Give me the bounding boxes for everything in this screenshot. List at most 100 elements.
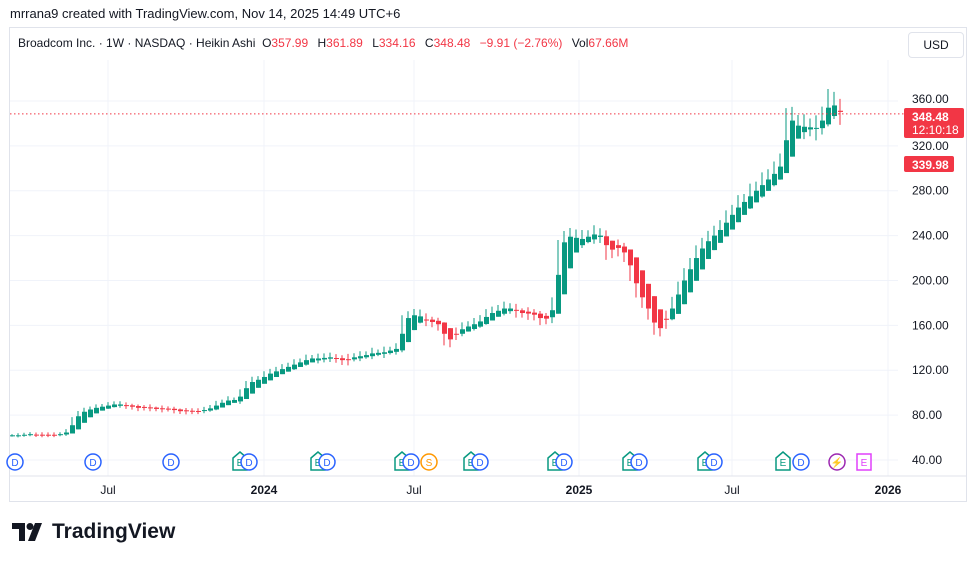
tradingview-logo[interactable]: TradingView (12, 520, 175, 544)
candle (568, 227, 573, 269)
split-marker-icon[interactable]: S (420, 453, 438, 471)
marker-shape (84, 453, 102, 471)
candle (388, 346, 393, 355)
candle-body (370, 353, 375, 357)
candle-body (412, 315, 417, 331)
candle (490, 306, 495, 321)
candle (274, 366, 279, 377)
candle-body (436, 320, 441, 325)
chart-frame (9, 27, 967, 502)
marker-shape (630, 453, 648, 471)
candle-body (544, 315, 549, 319)
open-label: O (262, 36, 272, 50)
candle-body (778, 166, 783, 180)
candle (196, 408, 201, 415)
candle-body (742, 201, 747, 215)
candle-body (766, 179, 771, 191)
dividend-marker-icon[interactable]: D (240, 453, 258, 471)
candle-body (310, 358, 315, 363)
candle-body (748, 196, 753, 209)
dividend-marker-icon[interactable]: D (6, 453, 24, 471)
marker-label: D (407, 458, 414, 469)
currency-button[interactable]: USD (908, 32, 964, 58)
candle (160, 405, 165, 413)
dividend-marker-icon[interactable]: D (792, 453, 810, 471)
candle-body (364, 355, 369, 358)
candle (544, 313, 549, 325)
marker-shape (240, 453, 258, 471)
marker-label: E (861, 458, 868, 469)
y-tick-label: 360.00 (912, 92, 949, 106)
dividend-marker-icon[interactable]: D (402, 453, 420, 471)
candle (88, 406, 93, 418)
symbol-info[interactable]: Broadcom Inc. · 1W · NASDAQ · Heikin Ash… (18, 36, 256, 50)
candle-body (280, 369, 285, 375)
candle-body (610, 240, 615, 250)
marker-label: S (426, 458, 433, 469)
candle (112, 401, 117, 408)
candle (526, 307, 531, 320)
change-value: −9.91 (−2.76%) (479, 36, 563, 50)
dividend-marker-icon[interactable]: D (84, 453, 102, 471)
candle-body (22, 434, 27, 436)
dividend-marker-icon[interactable]: D (471, 453, 489, 471)
dividend-marker-icon[interactable]: D (162, 453, 180, 471)
candle (496, 304, 501, 317)
candle-body (532, 312, 537, 315)
candle (652, 296, 657, 335)
candle-body (190, 410, 195, 412)
candle (142, 405, 147, 411)
candle-body (460, 329, 465, 334)
candle (304, 354, 309, 366)
candle (52, 432, 57, 438)
marker-label: E (468, 458, 475, 469)
candle (316, 353, 321, 364)
candle-body (478, 321, 483, 327)
candle (256, 376, 261, 388)
candle (514, 303, 519, 318)
candle (610, 240, 615, 259)
candle-body (262, 376, 267, 384)
candle-body (520, 310, 525, 314)
candle-body (178, 409, 183, 412)
upcoming-earnings-marker-icon[interactable]: E (856, 453, 872, 471)
candle-body (124, 405, 129, 407)
candle (28, 432, 33, 437)
candle-body (556, 274, 561, 314)
news-flash-icon[interactable]: ⚡ (828, 453, 846, 471)
earnings-marker-icon[interactable]: E (775, 451, 791, 471)
candle-body (676, 294, 681, 314)
candle-body (394, 348, 399, 352)
candle (454, 327, 459, 340)
y-tick-label: 80.00 (912, 408, 942, 422)
candle (472, 317, 477, 331)
candle-body (796, 125, 801, 139)
candle (718, 220, 723, 243)
candle (412, 309, 417, 331)
candle-body (346, 359, 351, 361)
dividend-marker-icon[interactable]: D (318, 453, 336, 471)
candle-body (826, 107, 831, 125)
candle (442, 322, 447, 346)
candle (220, 399, 225, 408)
candle-body (496, 310, 501, 317)
candle (736, 195, 741, 223)
dividend-marker-icon[interactable]: D (555, 453, 573, 471)
candle (340, 355, 345, 366)
marker-label: D (560, 458, 567, 469)
candle-body (334, 358, 339, 360)
dividend-marker-icon[interactable]: D (630, 453, 648, 471)
candle (244, 381, 249, 400)
candle-body (718, 229, 723, 243)
candle-body (790, 120, 795, 157)
candle-body (244, 388, 249, 400)
candle-body (580, 238, 585, 246)
dividend-marker-icon[interactable]: D (705, 453, 723, 471)
candle (826, 89, 831, 127)
candle (502, 301, 507, 316)
candle (508, 303, 513, 314)
secondary-price-label: 339.98 (912, 158, 949, 172)
candle (532, 309, 537, 321)
candle-body (154, 407, 159, 409)
